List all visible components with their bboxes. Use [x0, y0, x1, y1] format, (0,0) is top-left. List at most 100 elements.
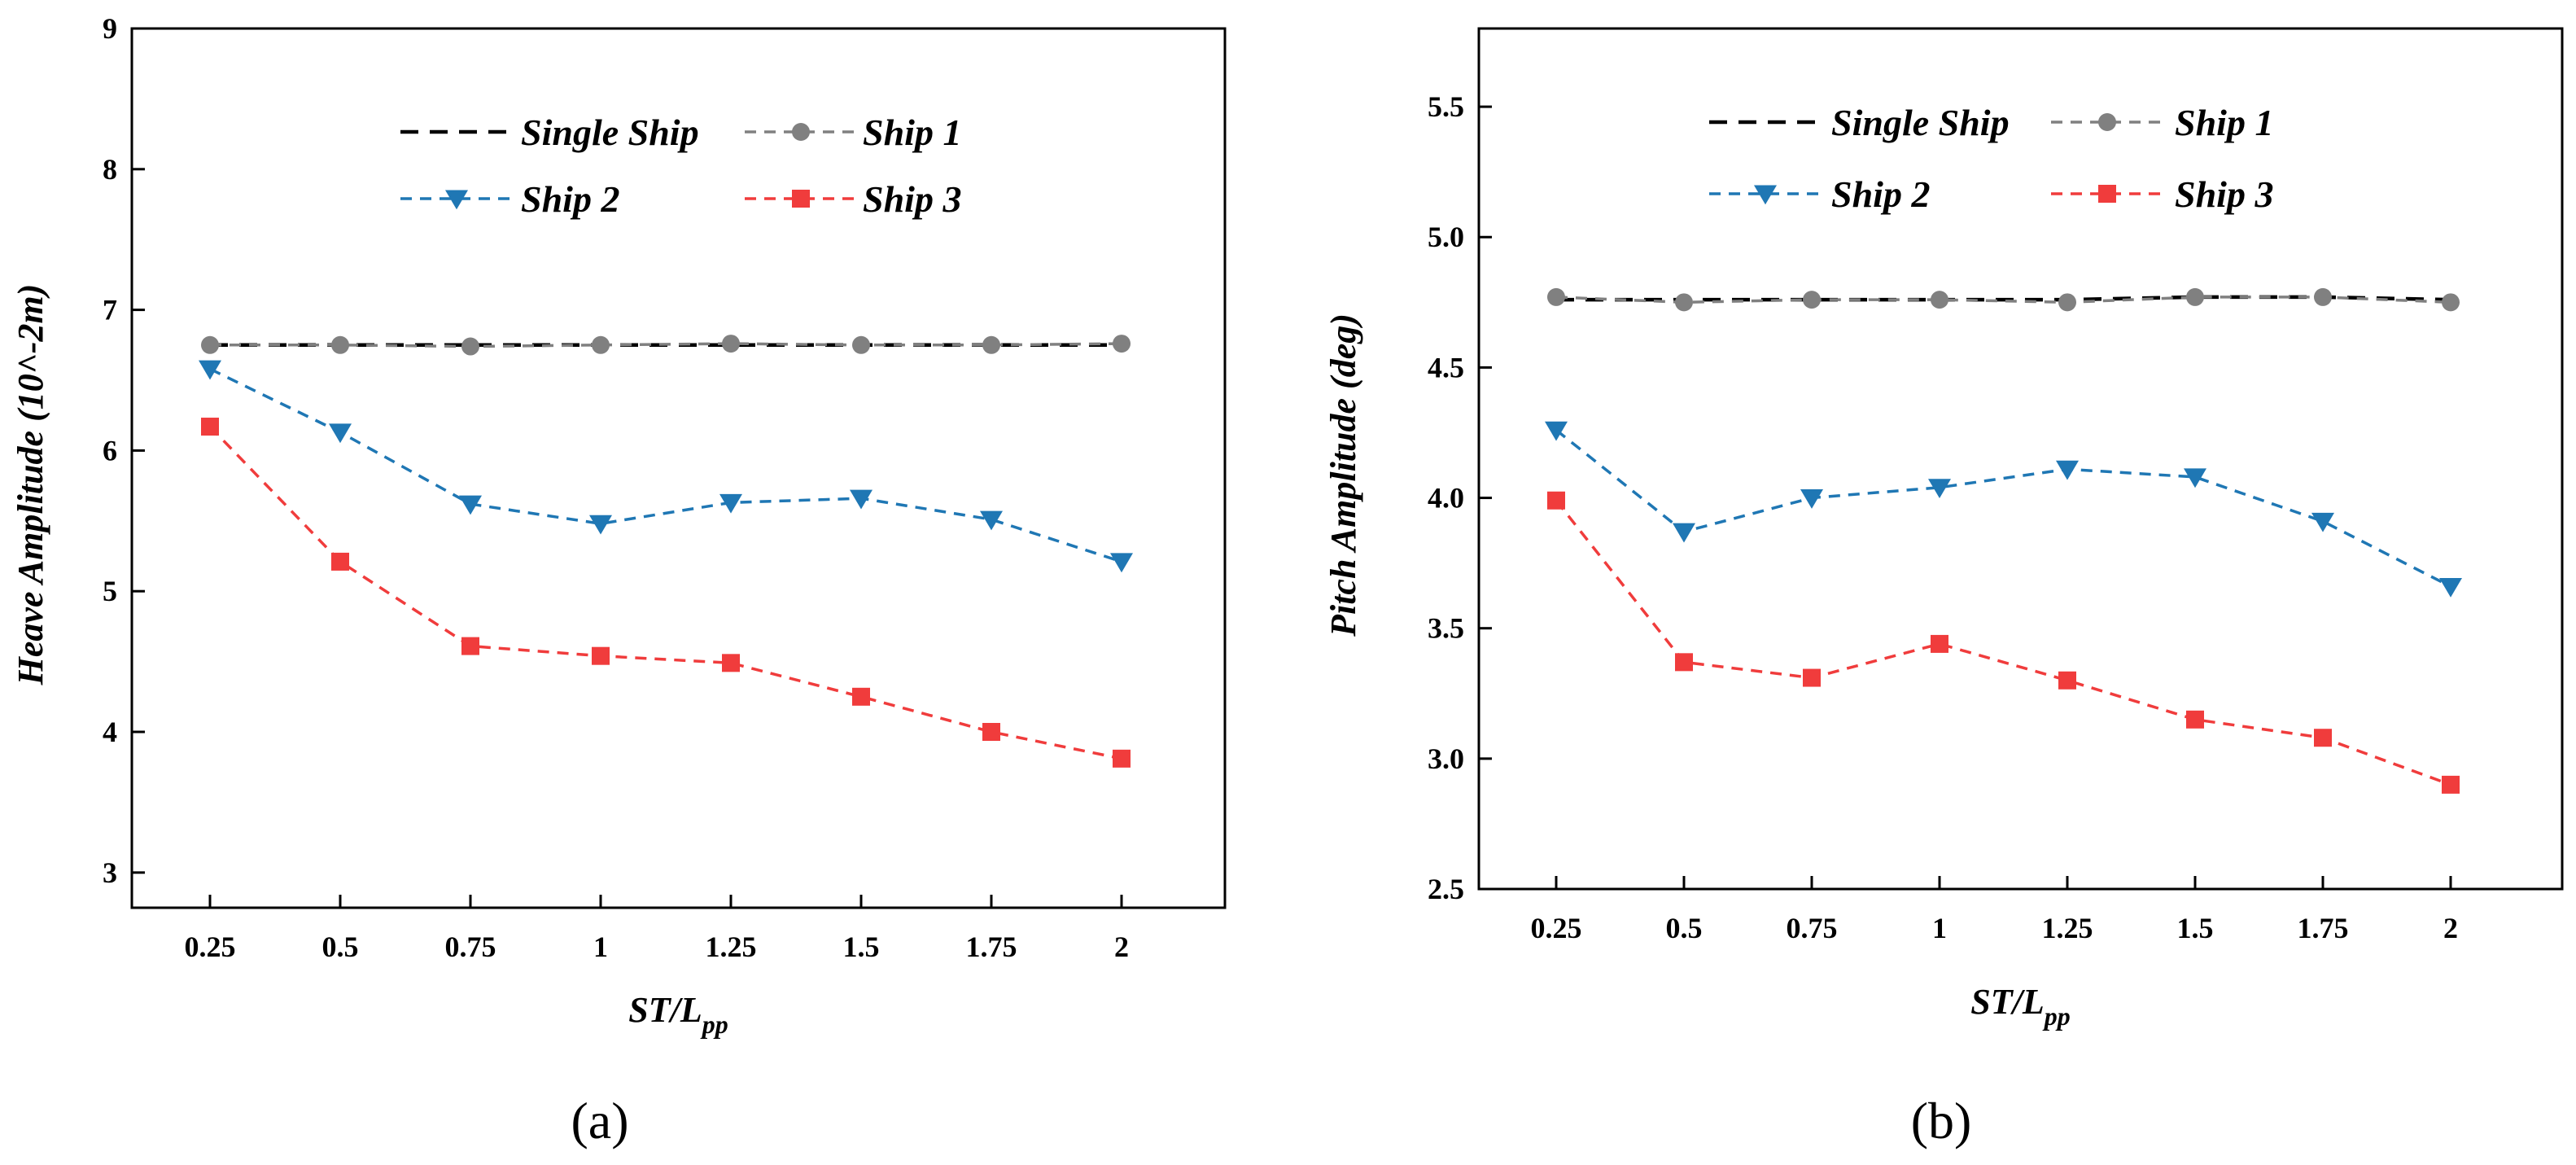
series-ship-3	[1547, 491, 2460, 794]
series-ship-1	[1547, 287, 2460, 312]
data-point	[2439, 577, 2462, 598]
legend-label: Ship 1	[863, 112, 961, 153]
y-tick-label: 5	[103, 575, 117, 607]
series-ship-2	[199, 360, 1133, 573]
data-point	[592, 646, 610, 665]
series-line	[1555, 499, 2451, 786]
data-point	[2186, 710, 2204, 729]
x-tick-label: 0.25	[185, 931, 236, 963]
data-point	[2058, 293, 2076, 312]
data-point	[331, 335, 349, 354]
data-point	[982, 335, 1000, 354]
data-point	[982, 723, 1000, 741]
series-line	[210, 342, 1122, 348]
data-point	[1931, 291, 1948, 309]
legend-label: Ship 2	[521, 178, 619, 220]
data-point	[1113, 335, 1131, 353]
y-tick-label: 3	[103, 856, 117, 889]
legend-item: Single Ship	[400, 112, 699, 153]
data-point	[1931, 634, 1948, 653]
x-tick-label: 1.75	[2298, 912, 2349, 944]
data-point	[1928, 479, 1951, 499]
x-tick-label: 1	[593, 931, 608, 963]
plot-frame	[1477, 27, 2564, 891]
data-point	[722, 335, 740, 353]
legend-label: Ship 1	[2175, 102, 2273, 143]
x-tick-label: 1.25	[706, 931, 757, 963]
legend-marker	[1754, 185, 1777, 205]
data-point	[1547, 287, 1565, 306]
legend-marker	[792, 190, 810, 208]
y-tick-label: 9	[103, 12, 117, 45]
y-tick-label: 2.5	[1428, 873, 1464, 905]
legend-item: Ship 1	[745, 112, 961, 153]
y-axis-label: Pitch Amplitude (deg)	[1323, 313, 1363, 637]
data-point	[592, 335, 610, 354]
legend: Single Ship Ship 1 Ship 2 Ship 3	[400, 112, 961, 220]
series-ship-3	[201, 418, 1131, 768]
data-point	[2314, 287, 2332, 306]
data-point	[980, 510, 1003, 531]
data-point	[1113, 749, 1131, 768]
x-tick-label: 0.5	[322, 931, 359, 963]
y-tick-label: 8	[103, 153, 117, 186]
y-tick-label: 4.0	[1428, 482, 1464, 515]
data-point	[1800, 489, 1823, 509]
data-point	[2186, 287, 2204, 306]
data-point	[201, 418, 219, 436]
x-tick-label: 1.5	[843, 931, 880, 963]
y-tick-label: 7	[103, 294, 117, 326]
x-tick-label: 2	[1114, 931, 1129, 963]
legend-label: Single Ship	[1831, 102, 2010, 143]
x-tick-label: 1	[1932, 912, 1947, 944]
data-point	[199, 360, 221, 380]
data-point	[2442, 293, 2460, 312]
legend-item: Ship 2	[1709, 173, 1930, 215]
data-point	[1110, 553, 1133, 573]
data-point	[1803, 291, 1821, 309]
data-point	[722, 654, 740, 672]
data-point	[1675, 293, 1693, 312]
series-line	[1555, 296, 2451, 304]
x-tick-label: 0.75	[1787, 912, 1838, 944]
y-tick-label: 4	[103, 716, 117, 748]
y-axis-label: Heave Amplitude (10^-2m)	[11, 284, 50, 686]
y-tick-label: 3.5	[1428, 612, 1464, 645]
chart-panel-1: 3 4 5 6 7 8 9 0.25 0.5 0.75 1 1.25 1.5 1.75 2 Heave Amp…	[11, 12, 1227, 1150]
x-tick-label: 1.5	[2177, 912, 2214, 944]
series-line	[209, 367, 1122, 563]
x-axis-label: ST/Lpp	[1970, 982, 2070, 1031]
y-tick-label: 6	[103, 434, 117, 466]
x-tick-label: 2	[2443, 912, 2458, 944]
legend-marker	[792, 123, 810, 141]
data-point	[852, 335, 870, 354]
data-point	[2311, 512, 2334, 532]
legend-item: Ship 1	[2051, 102, 2273, 143]
data-point	[2058, 671, 2076, 690]
data-point	[1675, 653, 1693, 672]
data-point	[461, 337, 479, 356]
data-point	[850, 489, 873, 510]
data-point	[2314, 729, 2332, 747]
data-point	[459, 495, 482, 515]
legend-item: Ship 3	[2051, 173, 2273, 215]
x-axis-label: ST/Lpp	[628, 990, 728, 1039]
series-ship-1	[201, 335, 1131, 356]
legend-label: Ship 3	[2175, 173, 2273, 215]
series-line	[208, 425, 1122, 760]
series-line	[1555, 428, 2451, 589]
data-point	[2184, 468, 2206, 488]
legend-label: Ship 2	[1831, 173, 1930, 215]
legend-label: Single Ship	[521, 112, 699, 153]
legend-marker	[445, 190, 468, 210]
data-point	[201, 335, 219, 354]
data-point	[719, 493, 742, 514]
legend-marker	[2098, 185, 2116, 203]
data-point	[1547, 491, 1565, 510]
data-point	[461, 637, 479, 655]
data-point	[329, 423, 352, 444]
legend-item: Ship 2	[400, 178, 619, 220]
data-point	[331, 552, 349, 571]
x-tick-label: 0.75	[445, 931, 496, 963]
